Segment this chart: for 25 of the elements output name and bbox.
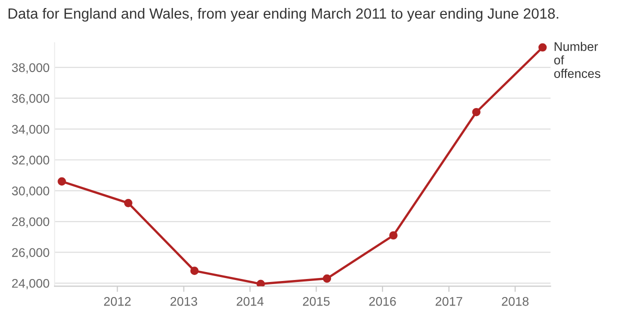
y-tick-label: 34,000 [12, 124, 50, 136]
chart-title: Data for England and Wales, from year ending March 2011 to year ending June 2018. [8, 8, 558, 22]
x-tick-label: 2013 [170, 296, 198, 306]
point [256, 280, 265, 286]
point [538, 43, 547, 52]
point [58, 177, 66, 186]
point [389, 231, 398, 240]
point [124, 198, 132, 208]
point [190, 266, 199, 275]
x-tick-label: 2017 [436, 296, 462, 306]
y-tick-label: 24,000 [12, 278, 50, 290]
x-tick-label: 2014 [236, 296, 264, 306]
y-tick-label: 36,000 [12, 94, 50, 104]
x-tick-label: 2015 [302, 296, 330, 306]
point [472, 108, 480, 116]
y-tick-label: 28,000 [12, 217, 50, 228]
x-tick-label: 2012 [104, 296, 131, 306]
y-tick-label: 26,000 [12, 248, 50, 258]
x-tick-label: 2018 [502, 296, 529, 306]
series-label: Number of offences [554, 42, 600, 78]
y-tick-label: 38,000 [12, 63, 50, 74]
point [322, 274, 332, 283]
y-tick-label: 30,000 [12, 186, 50, 197]
y-tick-label: 32,000 [12, 156, 50, 166]
x-tick-label: 2016 [369, 296, 396, 306]
